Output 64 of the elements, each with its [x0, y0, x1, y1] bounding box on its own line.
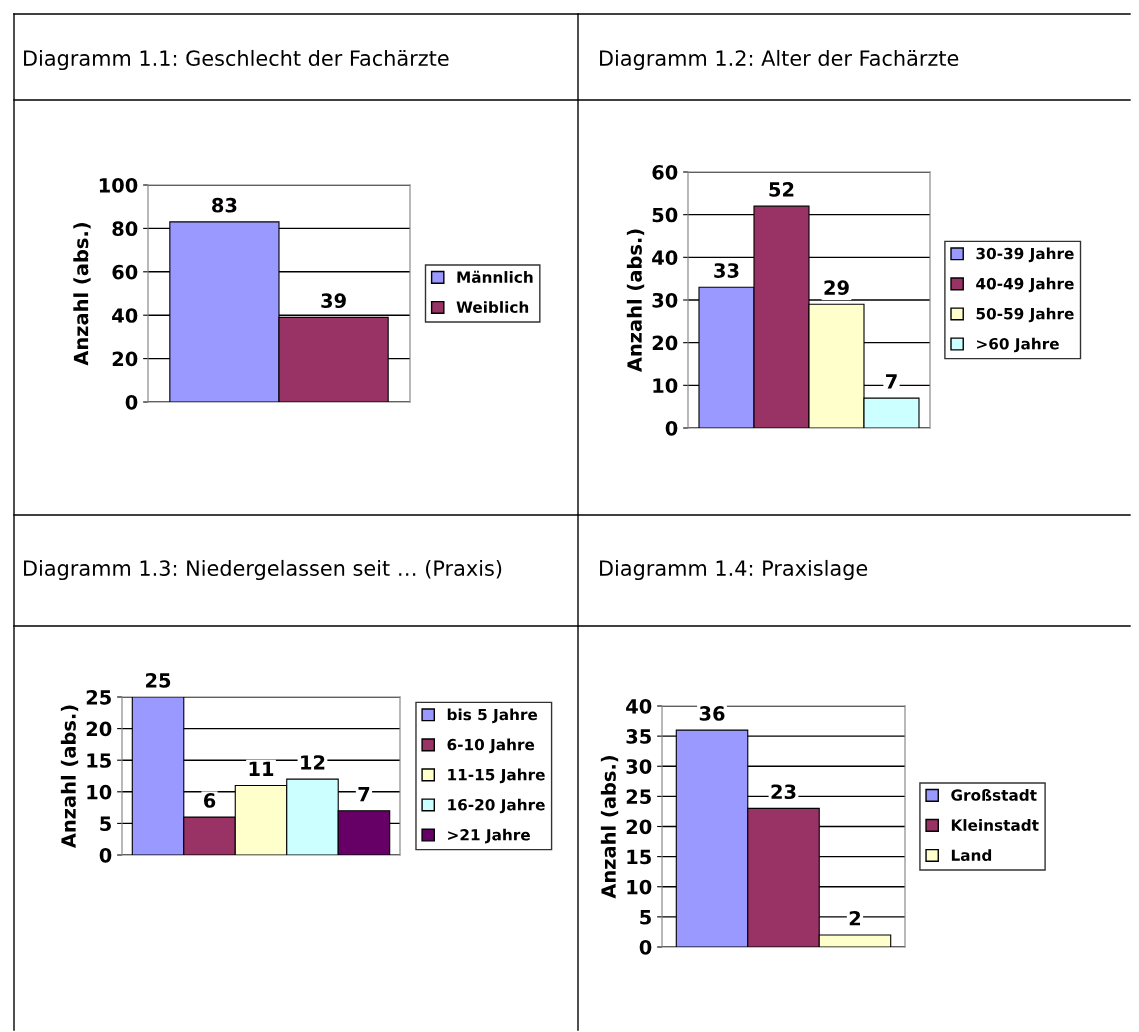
y-tick-label: 40: [112, 308, 138, 323]
legend-label: 30-39 Jahre: [976, 247, 1074, 263]
y-axis-title: Anzahl (abs.): [60, 705, 79, 849]
y-tick-label: 35: [626, 729, 651, 744]
y-tick-label: 5: [640, 910, 651, 925]
data-label: 83: [212, 197, 237, 213]
chart-title: Diagramm 1.1: Geschlecht der Fachärzte: [24, 49, 449, 71]
y-tick-label: 80: [112, 221, 138, 237]
data-label: 2: [849, 910, 861, 926]
legend-label: 40-49 Jahre: [976, 277, 1074, 293]
y-tick-label: 10: [627, 879, 652, 895]
y-tick-label: 30: [626, 759, 652, 774]
legend-label: Weiblich: [456, 301, 529, 313]
data-label: 11: [249, 761, 274, 776]
legend-label: 11-15 Jahre: [448, 768, 545, 784]
chart-title: Diagramm 1.2: Alter der Fachärzte: [600, 49, 959, 71]
y-tick-label: 40: [626, 698, 652, 714]
legend-label: Kleinstadt: [951, 819, 1039, 831]
legend-label: Großstadt: [951, 789, 1037, 801]
data-label: 6: [203, 793, 216, 808]
legend-label: >21 Jahre: [448, 828, 530, 844]
y-tick-label: 5: [100, 816, 111, 832]
data-label: 33: [714, 263, 739, 278]
y-tick-label: 60: [112, 264, 138, 280]
y-tick-label: 0: [125, 394, 138, 410]
data-label: 36: [699, 706, 725, 721]
y-tick-label: 20: [86, 721, 112, 737]
y-tick-label: 20: [112, 351, 138, 367]
legend-label: 6-10 Jahre: [447, 738, 535, 754]
y-axis-title: Anzahl (abs.): [73, 222, 91, 366]
data-label: 52: [769, 182, 794, 197]
data-label: 39: [321, 293, 346, 309]
legend-label: >60 Jahre: [977, 337, 1059, 353]
y-tick-label: 30: [652, 292, 678, 308]
chart-title: Diagramm 1.3: Niedergelassen seit … (Praxis): [24, 559, 502, 581]
y-tick-label: 0: [639, 939, 652, 955]
y-tick-label: 60: [652, 164, 678, 180]
y-tick-label: 0: [665, 420, 678, 436]
chart-title: Diagramm 1.4: Praxislage: [600, 559, 868, 581]
y-tick-label: 10: [87, 784, 112, 800]
legend-label: 16-20 Jahre: [448, 798, 545, 814]
data-label: 7: [358, 786, 370, 802]
data-label: 23: [771, 784, 796, 800]
y-tick-label: 25: [626, 789, 651, 805]
y-axis-title: Anzahl (abs.): [600, 755, 619, 899]
y-tick-label: 25: [86, 689, 111, 705]
legend-label: 50-59 Jahre: [976, 307, 1074, 323]
y-tick-label: 10: [653, 378, 678, 393]
y-axis-title: Anzahl (abs.): [626, 229, 645, 373]
legend-label: bis 5 Jahre: [447, 708, 538, 724]
y-tick-label: 15: [627, 849, 651, 865]
y-tick-label: 40: [652, 250, 678, 265]
y-tick-label: 15: [87, 753, 111, 768]
y-tick-label: 100: [99, 177, 138, 193]
data-label: 25: [146, 672, 171, 688]
data-label: 7: [886, 374, 897, 389]
y-tick-label: 50: [652, 207, 678, 223]
legend-label: Männlich: [457, 270, 533, 283]
data-label: 12: [301, 755, 325, 770]
data-label: 29: [824, 280, 849, 295]
y-tick-label: 20: [626, 819, 652, 835]
y-tick-label: 20: [652, 335, 678, 351]
y-tick-label: 0: [99, 847, 112, 863]
legend-label: Land: [951, 849, 992, 861]
